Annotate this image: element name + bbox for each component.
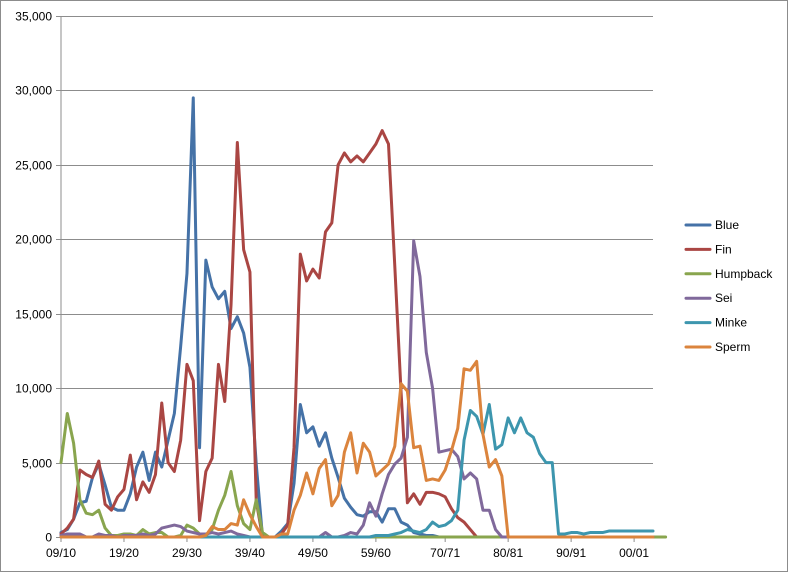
x-tick-label: 39/40: [235, 546, 265, 560]
axes: [60, 16, 653, 538]
x-tick-label: 09/10: [46, 546, 76, 560]
y-tick-label: 35,000: [15, 10, 52, 24]
x-tick-label: 29/30: [172, 546, 202, 560]
legend-label-sperm: Sperm: [715, 340, 750, 354]
x-tick-label: 80/81: [493, 546, 523, 560]
y-tick-label: 0: [45, 531, 52, 545]
x-tick-label: 49/50: [298, 546, 328, 560]
legend-label-blue: Blue: [715, 218, 739, 232]
legend: Blue Fin Humpback Sei Minke Sperm: [684, 218, 773, 354]
legend-label-humpback: Humpback: [715, 267, 773, 281]
x-tick-label: 00/01: [619, 546, 649, 560]
y-tick-label: 30,000: [15, 84, 52, 98]
series-lines: [59, 96, 668, 539]
y-tick-label: 10,000: [15, 382, 52, 396]
legend-label-minke: Minke: [715, 316, 747, 330]
legend-label-fin: Fin: [715, 242, 732, 256]
y-tick-label: 5,000: [22, 457, 52, 471]
series-line-sperm: [59, 359, 655, 539]
y-tick-label: 20,000: [15, 233, 52, 247]
x-tick-label: 70/71: [430, 546, 460, 560]
y-tick-label: 25,000: [15, 159, 52, 173]
x-tick-label: 90/91: [556, 546, 586, 560]
x-tick-label: 19/20: [109, 546, 139, 560]
y-tick-label: 15,000: [15, 308, 52, 322]
y-tick-labels: 0 5,000 10,000 15,000 20,000 25,000 30,000 35,0…: [15, 10, 52, 545]
x-tick-labels: 09/10 19/20 29/30 39/40 49/50 59/60 70/71 80/81…: [46, 537, 649, 560]
legend-label-sei: Sei: [715, 291, 732, 305]
x-tick-label: 59/60: [361, 546, 391, 560]
